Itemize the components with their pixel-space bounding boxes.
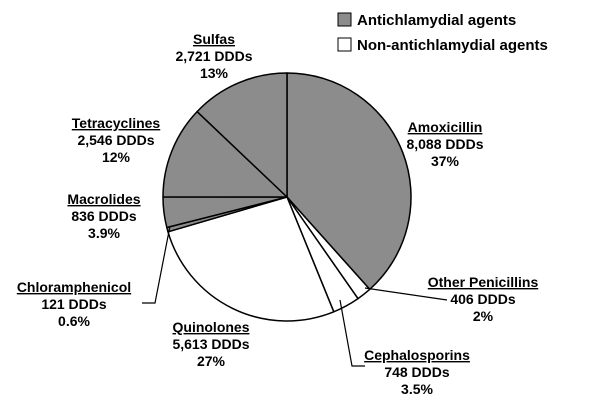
legend-label-non-antichlamydial: Non-antichlamydial agents	[357, 37, 548, 54]
slice-value-label-other-penicillins: 406 DDDs	[450, 291, 516, 307]
slice-percent-label-cephalosporins: 3.5%	[401, 381, 433, 397]
slice-value-label-cephalosporins: 748 DDDs	[384, 364, 450, 380]
slice-percent-label-quinolones: 27%	[197, 353, 226, 369]
slice-name-label-tetracyclines: Tetracyclines	[72, 115, 161, 131]
legend-swatch-non-antichlamydial	[337, 37, 352, 52]
slice-percent-label-other-penicillins: 2%	[473, 308, 494, 324]
pie-slice-tetracyclines	[162, 110, 288, 198]
slice-value-label-sulfas: 2,721 DDDs	[175, 48, 252, 64]
slice-name-label-other-penicillins: Other Penicillins	[428, 274, 539, 290]
slice-percent-label-amoxicillin: 37%	[431, 153, 460, 169]
slice-name-label-sulfas: Sulfas	[193, 31, 235, 47]
slice-percent-label-macrolides: 3.9%	[88, 225, 120, 241]
slice-name-label-chloramphenicol: Chloramphenicol	[17, 279, 131, 295]
leader-line-other-penicillins	[364, 287, 448, 301]
legend-label-antichlamydial: Antichlamydial agents	[357, 12, 516, 29]
pie-slice-amoxicillin	[286, 72, 412, 291]
slice-value-label-tetracyclines: 2,546 DDDs	[77, 132, 154, 148]
slice-percent-label-sulfas: 13%	[200, 65, 229, 81]
legend: Antichlamydial agents Non-antichlamydial…	[337, 12, 548, 54]
slice-value-label-amoxicillin: 8,088 DDDs	[406, 136, 483, 152]
leader-lines	[142, 225, 448, 367]
slice-name-label-amoxicillin: Amoxicillin	[408, 119, 483, 135]
slice-value-label-chloramphenicol: 121 DDDs	[41, 296, 107, 312]
slice-percent-label-chloramphenicol: 0.6%	[58, 313, 90, 329]
pie-slice-sulfas	[196, 72, 288, 198]
slice-name-label-macrolides: Macrolides	[67, 191, 140, 207]
pie-slice-quinolones	[167, 196, 335, 322]
leader-line-cephalosporins	[339, 299, 365, 367]
slice-name-label-quinolones: Quinolones	[173, 319, 250, 335]
legend-swatch-antichlamydial	[337, 12, 352, 27]
slice-percent-label-tetracyclines: 12%	[102, 149, 131, 165]
slice-value-label-macrolides: 836 DDDs	[71, 208, 137, 224]
slice-value-label-quinolones: 5,613 DDDs	[172, 336, 249, 352]
pie-slices	[162, 72, 412, 322]
leader-line-chloramphenicol	[142, 225, 171, 304]
slice-name-label-cephalosporins: Cephalosporins	[364, 347, 470, 363]
